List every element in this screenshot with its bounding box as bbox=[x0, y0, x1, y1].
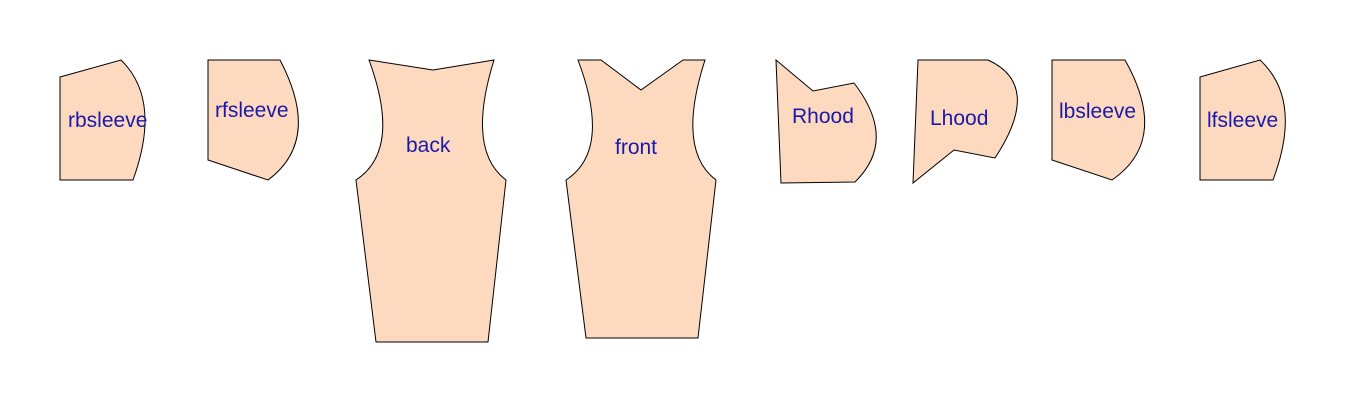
pattern-piece-rbsleeve[interactable]: rbsleeve bbox=[59, 59, 147, 181]
rhood-shape bbox=[775, 58, 877, 184]
front-label: front bbox=[615, 136, 657, 159]
lfsleeve-shape bbox=[1199, 59, 1286, 181]
lfsleeve-label: lfsleeve bbox=[1207, 109, 1278, 132]
pattern-piece-lhood[interactable]: Lhood bbox=[912, 59, 1018, 185]
back-label: back bbox=[406, 134, 451, 157]
pattern-piece-lfsleeve[interactable]: lfsleeve bbox=[1199, 59, 1286, 181]
lbsleeve-label: lbsleeve bbox=[1059, 100, 1136, 123]
lbsleeve-shape bbox=[1051, 59, 1146, 181]
front-shape bbox=[565, 59, 717, 339]
pattern-piece-front[interactable]: front bbox=[565, 59, 717, 339]
rfsleeve-shape bbox=[207, 59, 299, 181]
back-shape bbox=[355, 59, 507, 343]
pattern-piece-rhood[interactable]: Rhood bbox=[775, 58, 877, 184]
rhood-label: Rhood bbox=[792, 105, 854, 128]
pattern-piece-rfsleeve[interactable]: rfsleeve bbox=[207, 59, 299, 181]
lhood-label: Lhood bbox=[930, 107, 988, 130]
pattern-piece-lbsleeve[interactable]: lbsleeve bbox=[1051, 59, 1146, 181]
rfsleeve-label: rfsleeve bbox=[215, 99, 289, 122]
rbsleeve-shape bbox=[59, 59, 146, 181]
rbsleeve-label: rbsleeve bbox=[68, 109, 147, 132]
pattern-piece-back[interactable]: back bbox=[355, 59, 507, 343]
lhood-shape bbox=[912, 59, 1018, 185]
